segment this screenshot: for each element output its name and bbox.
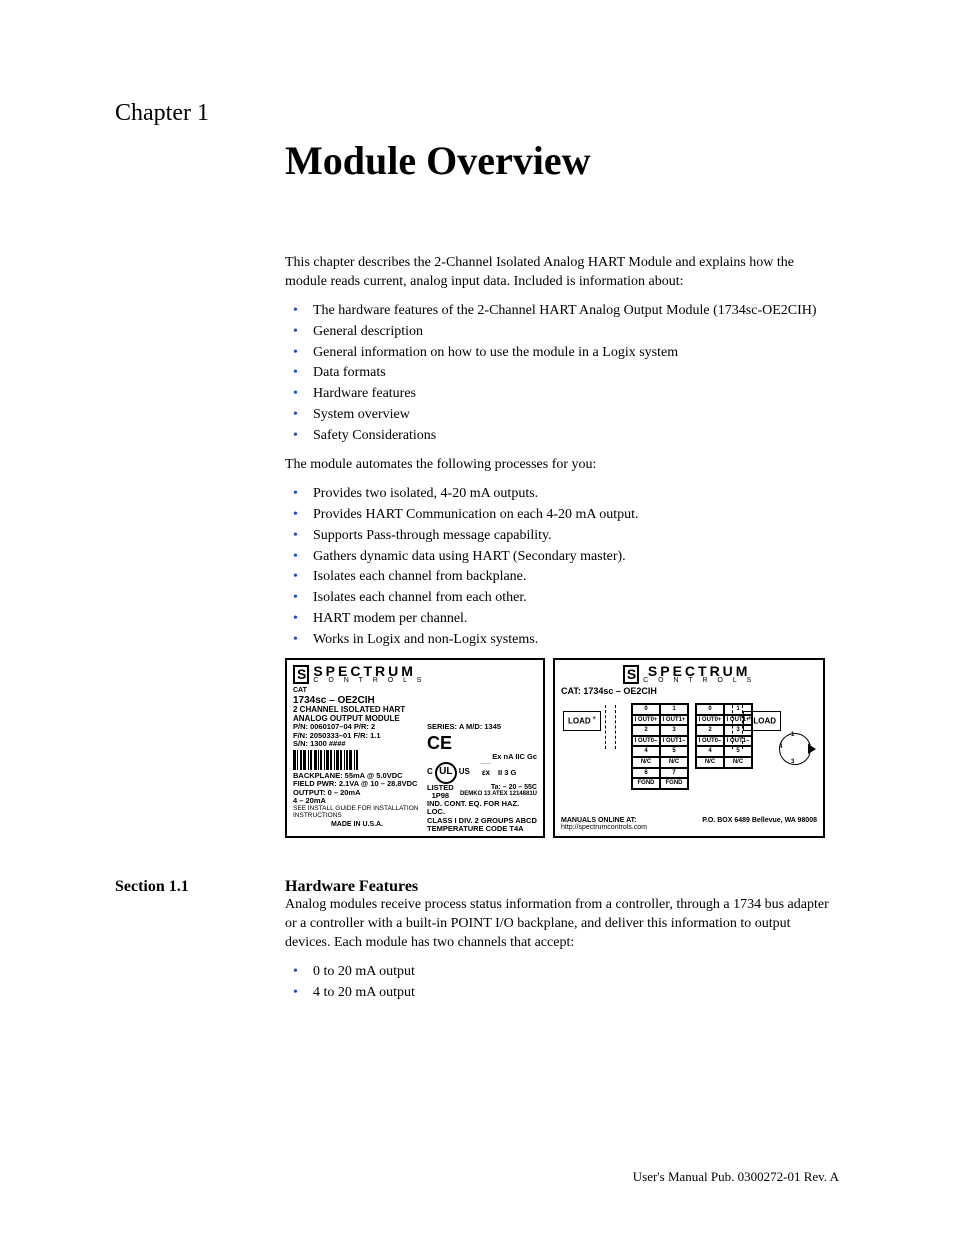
- demko-cert: DEMKO 13 ATEX 1214881U: [460, 791, 537, 798]
- label-footer-row: MANUALS ONLINE AT: http://spectrumcontro…: [561, 817, 817, 832]
- made-in: MADE IN U.S.A.: [293, 821, 421, 829]
- series-line: SERIES: A M/D: 1345: [427, 723, 537, 731]
- features-lead: The module automates the following proce…: [285, 456, 839, 475]
- ex-rating-2: II 3 G: [498, 769, 516, 777]
- temp-code: TEMPERATURE CODE T4A: [427, 825, 537, 833]
- list-item: Isolates each channel from backplane.: [285, 568, 839, 587]
- terminal-block: 01 I OUT0+I OUT1+ 23 I OUT0–I OUT1– 45 N…: [631, 703, 689, 790]
- list-item: Works in Logix and non-Logix systems.: [285, 631, 839, 650]
- ce-mark-icon: CE: [427, 734, 537, 754]
- list-item: General description: [285, 323, 839, 342]
- brand-row: S SPECTRUM C O N T R O L S: [293, 664, 537, 685]
- page-title: Module Overview: [285, 137, 839, 184]
- section-paragraph: Analog modules receive process status in…: [285, 896, 839, 953]
- manuals-url: http://spectrumcontrols.com: [561, 824, 647, 832]
- section-heading: Hardware Features: [285, 878, 418, 896]
- list-item: The hardware features of the 2-Channel H…: [285, 302, 839, 321]
- hazloc-line: IND. CONT. EQ. FOR HAZ. LOC.: [427, 800, 537, 817]
- connector-icon: 1 2 3 4: [779, 733, 811, 765]
- intro-paragraph: This chapter describes the 2-Channel Iso…: [285, 254, 839, 292]
- list-item: Hardware features: [285, 385, 839, 404]
- list-item: 0 to 20 mA output: [285, 963, 839, 982]
- section-number: Section 1.1: [115, 878, 285, 896]
- brand-row: S SPECTRUM C O N T R O L S: [561, 664, 817, 685]
- output-spec-2: 4 – 20mA: [293, 797, 421, 805]
- product-label-figure: S SPECTRUM C O N T R O L S CAT 1734sc – …: [285, 658, 839, 838]
- list-item: Isolates each channel from each other.: [285, 589, 839, 608]
- list-item: General information on how to use the mo…: [285, 344, 839, 363]
- arrow-icon: [808, 744, 816, 754]
- list-item: Safety Considerations: [285, 427, 839, 446]
- cat-label: CAT: [293, 687, 537, 695]
- wiring-diagram: LOAD + + LOAD 01 I OUT0+I OUT1+ 23 I OUT…: [561, 701, 817, 791]
- right-cat-line: CAT: 1734sc – OE2CIH: [561, 687, 817, 697]
- page: Chapter 1 Module Overview This chapter d…: [0, 0, 954, 1235]
- serial-number: S/N: 1300 ####: [293, 740, 421, 748]
- list-item: Supports Pass-through message capability…: [285, 527, 839, 546]
- list-item: HART modem per channel.: [285, 610, 839, 629]
- ta-range: Ta: – 20 – 55C: [460, 784, 537, 792]
- page-footer: User's Manual Pub. 0300272-01 Rev. A: [633, 1169, 839, 1185]
- load-box-left: LOAD +: [563, 711, 601, 731]
- instructions-note: INSTRUCTIONS: [293, 812, 421, 819]
- manuals-label: MANUALS ONLINE AT:: [561, 817, 647, 825]
- list-item: System overview: [285, 406, 839, 425]
- section-bullet-list: 0 to 20 mA output 4 to 20 mA output: [285, 963, 839, 1003]
- section-body: Analog modules receive process status in…: [285, 896, 839, 1002]
- barcode-icon: [293, 750, 421, 770]
- features-bullet-list: Provides two isolated, 4-20 mA outputs. …: [285, 485, 839, 650]
- company-address: P.O. BOX 6489 Bellevue, WA 98008: [702, 817, 817, 832]
- list-item: Provides two isolated, 4-20 mA outputs.: [285, 485, 839, 504]
- terminal-block: 01 I OUT0+I OUT1+ 23 I OUT0–I OUT1– 45 N…: [695, 703, 753, 769]
- ex-rating-1: Ex nA IIC Gc: [427, 753, 537, 761]
- product-label-left: S SPECTRUM C O N T R O L S CAT 1734sc – …: [285, 658, 545, 838]
- product-label-right: S SPECTRUM C O N T R O L S CAT: 1734sc –…: [553, 658, 825, 838]
- section-heading-row: Section 1.1 Hardware Features: [115, 878, 839, 896]
- install-guide-note: SEE INSTALL GUIDE FOR INSTALLATION: [293, 805, 421, 812]
- intro-block: This chapter describes the 2-Channel Iso…: [285, 254, 839, 650]
- brand-logo-icon: S: [623, 665, 639, 684]
- ul-mark-icon: UL: [435, 762, 457, 784]
- list-item: Data formats: [285, 364, 839, 383]
- list-item: 4 to 20 mA output: [285, 984, 839, 1003]
- list-item: Gathers dynamic data using HART (Seconda…: [285, 548, 839, 567]
- cert-badges: C UL US εx II 3 G: [427, 762, 516, 784]
- brand-subtitle: C O N T R O L S: [643, 677, 755, 685]
- list-item: Provides HART Communication on each 4-20…: [285, 506, 839, 525]
- ex-hex-icon: εx: [476, 763, 496, 783]
- brand-logo-icon: S: [293, 665, 309, 684]
- intro-bullet-list: The hardware features of the 2-Channel H…: [285, 302, 839, 446]
- chapter-label: Chapter 1: [115, 100, 839, 127]
- brand-subtitle: C O N T R O L S: [313, 677, 425, 685]
